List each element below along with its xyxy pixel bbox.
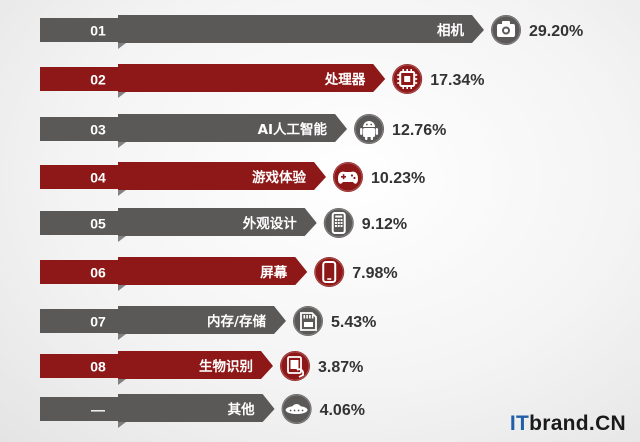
value-label: 17.34% bbox=[430, 72, 484, 89]
category-label: 生物识别 bbox=[199, 358, 253, 375]
rank-label: 03 bbox=[90, 122, 106, 138]
gamepad-icon bbox=[332, 162, 363, 192]
value-bar bbox=[118, 162, 326, 190]
category-label: 内存/存储 bbox=[207, 313, 266, 330]
rank-label: 07 bbox=[90, 314, 106, 330]
category-label: 其他 bbox=[228, 401, 255, 418]
value-bar bbox=[118, 64, 386, 92]
value-bar bbox=[118, 208, 317, 236]
value-bar bbox=[118, 257, 308, 285]
bar-row: 06 屏幕 7.98% bbox=[40, 257, 398, 291]
category-label: 屏幕 bbox=[260, 264, 287, 281]
value-label: 3.87% bbox=[318, 359, 363, 376]
bar-row: 02 处理器 17.34% bbox=[40, 64, 484, 98]
value-label: 12.76% bbox=[392, 122, 446, 139]
camera-icon bbox=[491, 15, 521, 45]
bar-row: 04 游戏体验 10.23% bbox=[40, 162, 425, 196]
value-label: 9.12% bbox=[362, 216, 407, 233]
value-label: 10.23% bbox=[371, 170, 425, 187]
fingerprint-phone-icon bbox=[280, 351, 310, 381]
bar-row: 03 AI人工智能 12.76% bbox=[40, 114, 446, 148]
category-label: 相机 bbox=[437, 22, 464, 39]
rank-label: 08 bbox=[90, 359, 106, 375]
phone-design-icon bbox=[323, 208, 354, 238]
bar-row: 07 内存/存储 5.43% bbox=[40, 306, 376, 340]
rank-label: 06 bbox=[90, 265, 106, 281]
value-bar bbox=[118, 306, 286, 334]
category-label: AI人工智能 bbox=[258, 121, 328, 138]
category-label: 外观设计 bbox=[243, 215, 297, 232]
value-label: 29.20% bbox=[529, 23, 583, 40]
value-bar bbox=[118, 114, 348, 142]
ufo-icon bbox=[281, 394, 312, 424]
rank-label: 02 bbox=[90, 72, 106, 88]
bar-row: 05 外观设计 9.12% bbox=[40, 208, 407, 242]
value-label: 4.06% bbox=[320, 402, 365, 419]
value-label: 5.43% bbox=[331, 314, 376, 331]
value-bar bbox=[118, 394, 275, 422]
category-label: 处理器 bbox=[324, 71, 366, 88]
bar-row: 01 相机 29.20% bbox=[40, 15, 583, 49]
rank-label: 05 bbox=[90, 216, 106, 232]
rank-label: 01 bbox=[90, 23, 106, 39]
value-bar bbox=[118, 15, 484, 43]
processor-chip-icon bbox=[392, 64, 423, 94]
smartphone-screen-icon bbox=[314, 257, 345, 287]
android-robot-icon bbox=[354, 114, 385, 144]
rank-label: — bbox=[91, 402, 105, 418]
value-bar bbox=[118, 351, 273, 379]
value-label: 7.98% bbox=[352, 265, 397, 282]
rank-label: 04 bbox=[90, 170, 106, 186]
memory-card-icon bbox=[292, 306, 323, 336]
bar-row: — 其他 4.06% bbox=[40, 394, 365, 428]
brand-watermark: ITbrand.CN bbox=[509, 412, 626, 435]
bar-row: 08 生物识别 3.87% bbox=[40, 351, 363, 385]
category-label: 游戏体验 bbox=[252, 169, 306, 186]
